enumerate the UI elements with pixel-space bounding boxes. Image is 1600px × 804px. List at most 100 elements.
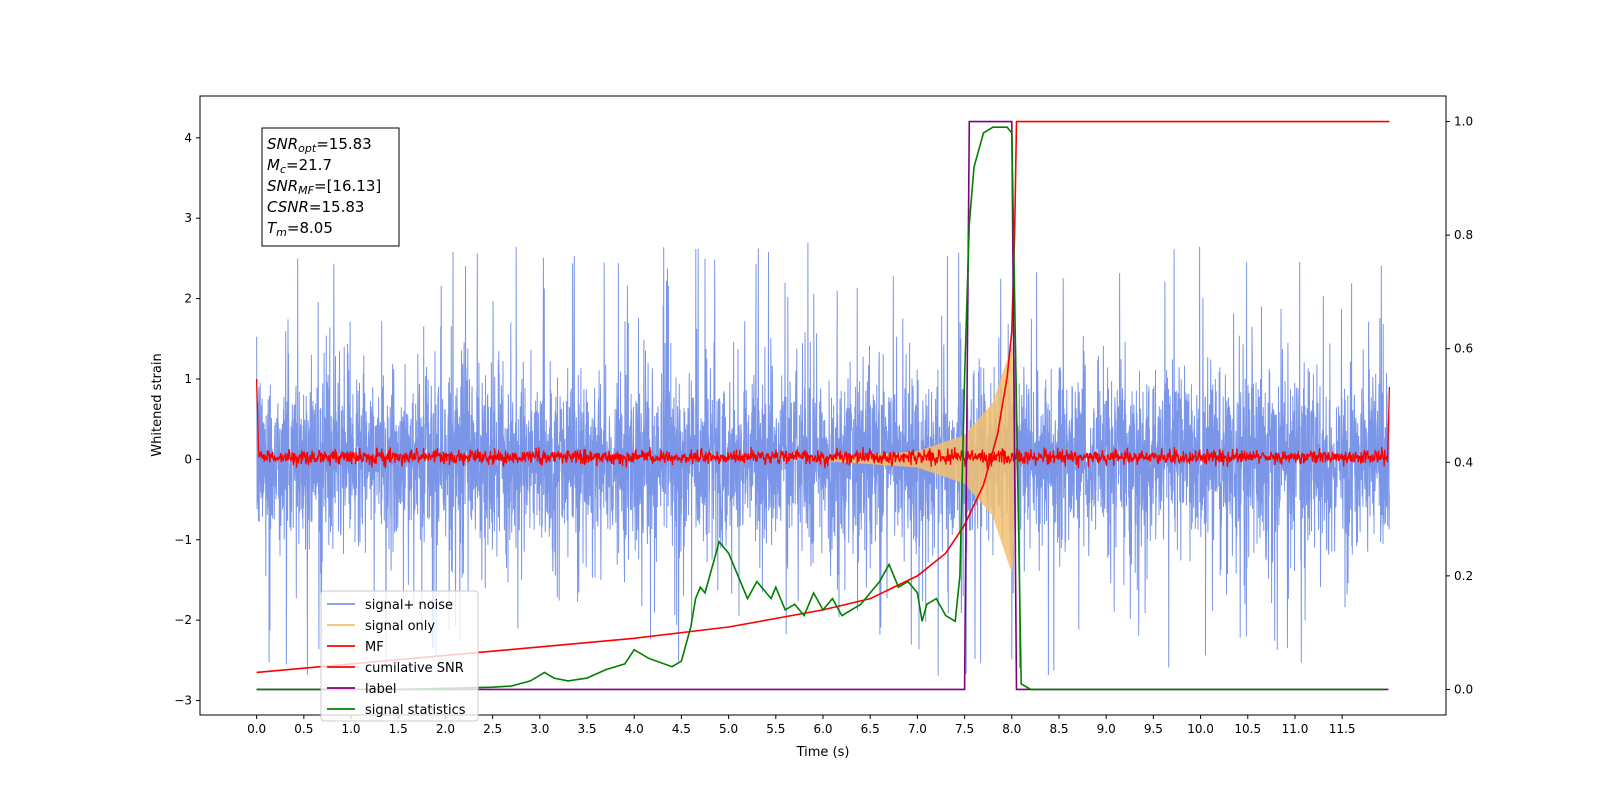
x-tick: 2.5 bbox=[483, 715, 502, 736]
x-tick: 7.0 bbox=[908, 715, 927, 736]
y-tick-label: −3 bbox=[174, 694, 192, 708]
x-tick: 8.5 bbox=[1049, 715, 1069, 736]
x-tick: 8.0 bbox=[1002, 715, 1021, 736]
x-tick-label: 9.5 bbox=[1144, 722, 1163, 736]
y2-tick: 0.8 bbox=[1446, 228, 1473, 242]
x-tick-label: 5.0 bbox=[719, 722, 738, 736]
x-tick: 6.0 bbox=[813, 715, 833, 736]
series-mf bbox=[255, 378, 1391, 469]
x-tick: 5.0 bbox=[719, 715, 738, 736]
legend-label: label bbox=[365, 682, 396, 697]
y2-tick: 0.0 bbox=[1446, 682, 1473, 696]
series-cumulative-snr bbox=[256, 120, 1390, 674]
legend: signal+ noise signal only MF cumilative SNR… bbox=[320, 590, 479, 722]
y-axis-left: 4 3 2 1 0 −1 −2 −3 bbox=[174, 131, 200, 708]
x-tick-label: 3.5 bbox=[577, 722, 596, 736]
x-tick-label: 0.0 bbox=[247, 722, 266, 736]
legend-item: label bbox=[327, 682, 396, 697]
y-tick: −1 bbox=[174, 533, 200, 547]
x-tick: 10.0 bbox=[1187, 715, 1214, 736]
y2-tick-label: 0.0 bbox=[1454, 682, 1473, 696]
legend-label: MF bbox=[365, 640, 384, 655]
x-tick-label: 7.5 bbox=[955, 722, 974, 736]
y2-tick-label: 0.6 bbox=[1454, 342, 1473, 356]
x-tick-label: 6.5 bbox=[861, 722, 880, 736]
x-tick: 0.0 bbox=[247, 715, 266, 736]
legend-label: signal only bbox=[365, 619, 435, 634]
x-tick-label: 5.5 bbox=[766, 722, 785, 736]
y-tick: 1 bbox=[184, 372, 200, 386]
annotation-frame bbox=[261, 127, 400, 247]
legend-item: signal only bbox=[327, 619, 435, 634]
legend-item: cumilative SNR bbox=[327, 661, 464, 676]
y-tick: 0 bbox=[184, 452, 200, 466]
y-tick-label: 1 bbox=[184, 372, 192, 386]
x-tick: 10.5 bbox=[1234, 715, 1261, 736]
x-tick-label: 4.5 bbox=[672, 722, 691, 736]
y2-tick-label: 1.0 bbox=[1454, 115, 1473, 129]
x-tick: 11.5 bbox=[1329, 715, 1356, 736]
x-tick: 9.0 bbox=[1097, 715, 1116, 736]
x-tick-label: 6.0 bbox=[813, 722, 832, 736]
x-tick-label: 3.0 bbox=[530, 722, 549, 736]
x-tick: 3.5 bbox=[577, 715, 597, 736]
x-tick: 11.0 bbox=[1282, 715, 1309, 736]
x-tick: 0.5 bbox=[294, 715, 313, 736]
y2-tick: 0.2 bbox=[1446, 569, 1473, 583]
x-tick-label: 2.5 bbox=[483, 722, 502, 736]
x-tick: 4.0 bbox=[625, 715, 644, 736]
y-tick-label: −1 bbox=[174, 533, 192, 547]
series-signal-statistics bbox=[256, 126, 1385, 691]
y-tick: −2 bbox=[174, 613, 200, 627]
legend-label: signal+ noise bbox=[365, 598, 453, 613]
x-tick-label: 0.5 bbox=[294, 722, 313, 736]
x-axis: 0.0 0.5 1.0 1.5 2.0 2.5 3.0 3.5 4.0 4.5 5.0 5.5 6.0 6… bbox=[247, 715, 1356, 736]
legend-item: signal statistics bbox=[327, 703, 466, 718]
x-tick-label: 8.5 bbox=[1049, 722, 1068, 736]
y-tick: 3 bbox=[184, 211, 200, 225]
y-tick: −3 bbox=[174, 694, 200, 708]
y2-tick: 0.6 bbox=[1446, 342, 1473, 356]
legend-item: MF bbox=[327, 640, 384, 655]
y-tick-label: −2 bbox=[174, 613, 192, 627]
annotation-box: SNRopt=15.83Mc=21.7SNRMF=[16.13]CSNR=15.… bbox=[261, 127, 400, 247]
y-tick-label: 4 bbox=[184, 131, 192, 145]
y2-tick-label: 0.2 bbox=[1454, 569, 1473, 583]
x-tick-label: 2.0 bbox=[436, 722, 455, 736]
y2-tick: 0.4 bbox=[1446, 455, 1473, 469]
x-tick: 9.5 bbox=[1144, 715, 1163, 736]
x-tick: 3.0 bbox=[530, 715, 549, 736]
y-tick-label: 2 bbox=[184, 292, 192, 306]
series-signal-noise bbox=[256, 242, 1390, 676]
y2-tick-label: 0.4 bbox=[1454, 455, 1473, 469]
annotation-line: CSNR=15.83 bbox=[267, 198, 364, 216]
y-tick-label: 3 bbox=[184, 211, 192, 225]
x-tick: 7.5 bbox=[955, 715, 974, 736]
annotation-line: SNRMF=[16.13] bbox=[267, 177, 381, 197]
x-tick-label: 1.0 bbox=[341, 722, 360, 736]
annotation-line: Mc=21.7 bbox=[267, 156, 332, 176]
y-axis-right: 1.0 0.8 0.6 0.4 0.2 0.0 bbox=[1446, 115, 1473, 696]
x-tick-label: 1.5 bbox=[389, 722, 408, 736]
x-tick-label: 11.0 bbox=[1282, 722, 1309, 736]
legend-item: signal+ noise bbox=[327, 598, 453, 613]
x-axis-label: Time (s) bbox=[796, 745, 850, 760]
x-tick: 4.5 bbox=[672, 715, 691, 736]
y-tick-label: 0 bbox=[184, 452, 192, 466]
legend-frame bbox=[320, 590, 479, 722]
series-layer bbox=[255, 120, 1391, 691]
legend-label: cumilative SNR bbox=[365, 661, 464, 676]
x-tick: 5.5 bbox=[766, 715, 785, 736]
y-tick: 4 bbox=[184, 131, 200, 145]
y-axis-label: Whitened strain bbox=[150, 353, 165, 456]
x-tick-label: 8.0 bbox=[1002, 722, 1021, 736]
x-tick-label: 11.5 bbox=[1329, 722, 1356, 736]
x-tick: 6.5 bbox=[861, 715, 880, 736]
x-tick-label: 10.5 bbox=[1234, 722, 1261, 736]
x-tick-label: 7.0 bbox=[908, 722, 927, 736]
legend-label: signal statistics bbox=[365, 703, 466, 718]
annotation-line: SNRopt=15.83 bbox=[267, 135, 372, 155]
